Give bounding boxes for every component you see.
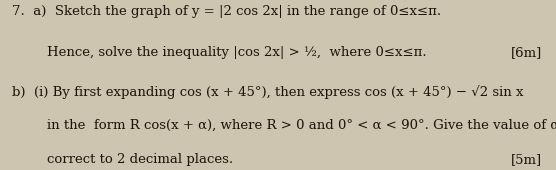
Text: in the  form R cos(x + α), where R > 0 and 0° < α < 90°. Give the value of α: in the form R cos(x + α), where R > 0 an… [47,119,556,132]
Text: Hence, solve the inequality |cos 2x| > ½,  where 0≤x≤π.: Hence, solve the inequality |cos 2x| > ½… [47,46,427,59]
Text: [5m]: [5m] [511,153,542,166]
Text: 7.  a)  Sketch the graph of y = |2 cos 2x| in the range of 0≤x≤π.: 7. a) Sketch the graph of y = |2 cos 2x|… [12,5,441,18]
Text: b)  (i) By first expanding cos (x + 45°), then express cos (x + 45°) − √2 sin x: b) (i) By first expanding cos (x + 45°),… [12,85,524,99]
Text: correct to 2 decimal places.: correct to 2 decimal places. [47,153,234,166]
Text: [6m]: [6m] [511,46,542,59]
